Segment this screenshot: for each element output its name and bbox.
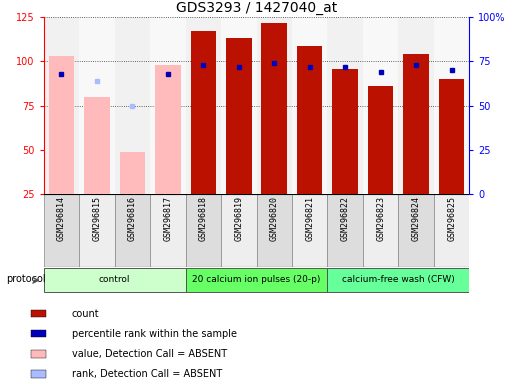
Text: GSM296819: GSM296819	[234, 196, 243, 241]
Bar	[150, 194, 186, 267]
Bar	[256, 194, 292, 267]
Bar	[292, 194, 327, 267]
Bar	[44, 17, 79, 194]
Text: GSM296820: GSM296820	[270, 196, 279, 241]
Text: GSM296824: GSM296824	[411, 196, 421, 241]
Bar	[31, 330, 46, 338]
Bar	[31, 310, 46, 318]
Text: GSM296822: GSM296822	[341, 196, 350, 241]
Text: GSM296816: GSM296816	[128, 196, 137, 241]
Bar	[292, 17, 327, 194]
Bar	[186, 268, 327, 293]
Text: control: control	[99, 275, 130, 284]
Bar	[439, 79, 464, 194]
Bar	[221, 17, 256, 194]
Text: rank, Detection Call = ABSENT: rank, Detection Call = ABSENT	[72, 369, 222, 379]
Bar	[190, 31, 216, 194]
Text: value, Detection Call = ABSENT: value, Detection Call = ABSENT	[72, 349, 227, 359]
Title: GDS3293 / 1427040_at: GDS3293 / 1427040_at	[176, 1, 337, 15]
Bar	[297, 46, 323, 194]
Bar	[332, 68, 358, 194]
Text: GSM296814: GSM296814	[57, 196, 66, 241]
Text: GSM296818: GSM296818	[199, 196, 208, 241]
Bar	[31, 370, 46, 377]
Bar	[363, 194, 399, 267]
Text: GSM296825: GSM296825	[447, 196, 456, 241]
Bar	[434, 194, 469, 267]
Text: GSM296817: GSM296817	[163, 196, 172, 241]
Bar	[120, 152, 145, 194]
Bar	[79, 17, 114, 194]
Bar	[84, 97, 110, 194]
Bar	[327, 194, 363, 267]
Bar	[114, 17, 150, 194]
Bar	[262, 23, 287, 194]
Text: percentile rank within the sample: percentile rank within the sample	[72, 329, 237, 339]
Bar	[44, 194, 79, 267]
Bar	[49, 56, 74, 194]
Bar	[399, 17, 434, 194]
Bar	[221, 194, 256, 267]
Text: GSM296823: GSM296823	[376, 196, 385, 241]
Bar	[363, 17, 399, 194]
Bar	[226, 38, 251, 194]
Bar	[31, 350, 46, 358]
Bar	[403, 55, 429, 194]
Bar	[114, 194, 150, 267]
Text: protocol: protocol	[7, 274, 46, 284]
Bar	[150, 17, 186, 194]
Text: count: count	[72, 309, 100, 319]
Bar	[44, 268, 186, 293]
Bar	[79, 194, 114, 267]
Bar	[155, 65, 181, 194]
Text: calcium-free wash (CFW): calcium-free wash (CFW)	[342, 275, 455, 284]
Bar	[434, 17, 469, 194]
Bar	[327, 268, 469, 293]
Bar	[327, 17, 363, 194]
Bar	[186, 17, 221, 194]
Bar	[399, 194, 434, 267]
Bar	[368, 86, 393, 194]
Text: GSM296821: GSM296821	[305, 196, 314, 241]
Bar	[186, 194, 221, 267]
Bar	[256, 17, 292, 194]
Text: 20 calcium ion pulses (20-p): 20 calcium ion pulses (20-p)	[192, 275, 321, 284]
Text: GSM296815: GSM296815	[92, 196, 102, 241]
